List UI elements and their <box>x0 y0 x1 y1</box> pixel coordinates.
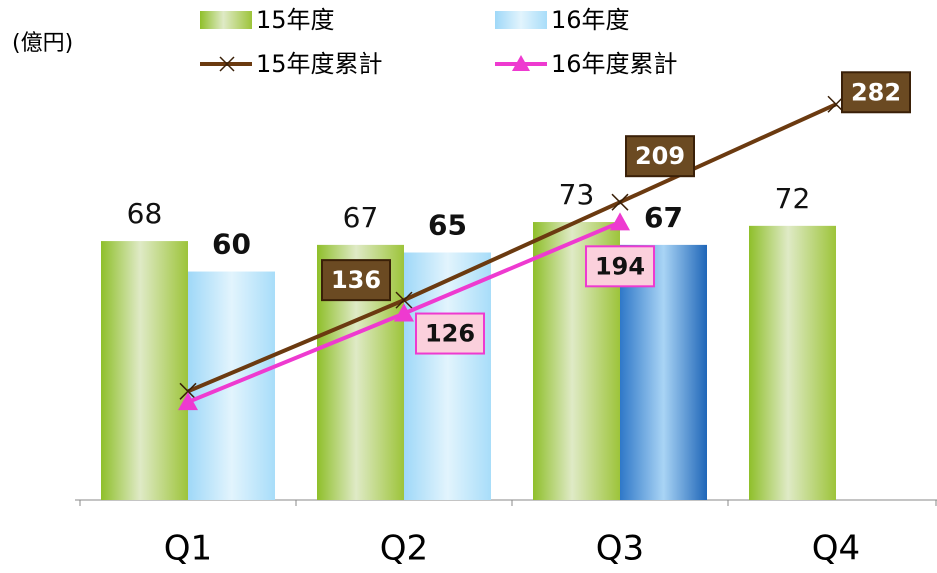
legend-label: 16年度累計 <box>551 50 678 78</box>
data-label: 72 <box>775 182 811 215</box>
label-box <box>321 259 391 302</box>
bar <box>620 244 707 500</box>
x-tick-label: Q1 <box>164 529 212 569</box>
point <box>178 392 198 411</box>
label-box <box>585 245 655 288</box>
line <box>187 102 837 394</box>
data-label: 282 <box>851 78 901 106</box>
data-label: 209 <box>635 142 685 170</box>
data-label: 68 <box>127 197 163 230</box>
legend-label: 16年度 <box>551 6 630 34</box>
point <box>610 212 630 231</box>
point <box>394 303 414 322</box>
bar <box>749 225 836 500</box>
data-label: 194 <box>595 252 645 280</box>
point <box>179 382 197 400</box>
x-tick-label: Q3 <box>596 529 644 569</box>
point <box>611 193 629 211</box>
label-box <box>625 135 695 178</box>
data-label: 136 <box>331 266 381 294</box>
label-box <box>841 71 911 114</box>
legend-marker <box>512 55 530 71</box>
label-box <box>415 312 485 355</box>
data-label: 126 <box>425 320 475 348</box>
legend-label: 15年度 <box>256 6 335 34</box>
unit-label: (億円) <box>12 31 73 56</box>
bar <box>101 241 188 501</box>
legend-marker <box>219 56 235 72</box>
data-label: 60 <box>212 228 251 261</box>
legend-swatch <box>200 11 252 29</box>
data-label: 65 <box>428 209 467 242</box>
bar <box>404 252 491 500</box>
x-tick-label: Q4 <box>812 529 860 569</box>
legend-label: 15年度累計 <box>256 50 383 78</box>
point <box>395 291 413 309</box>
data-label: 73 <box>559 178 595 211</box>
x-tick-label: Q2 <box>380 529 428 569</box>
legend-swatch <box>495 11 547 29</box>
data-label: 67 <box>644 201 683 234</box>
data-label: 67 <box>343 201 379 234</box>
